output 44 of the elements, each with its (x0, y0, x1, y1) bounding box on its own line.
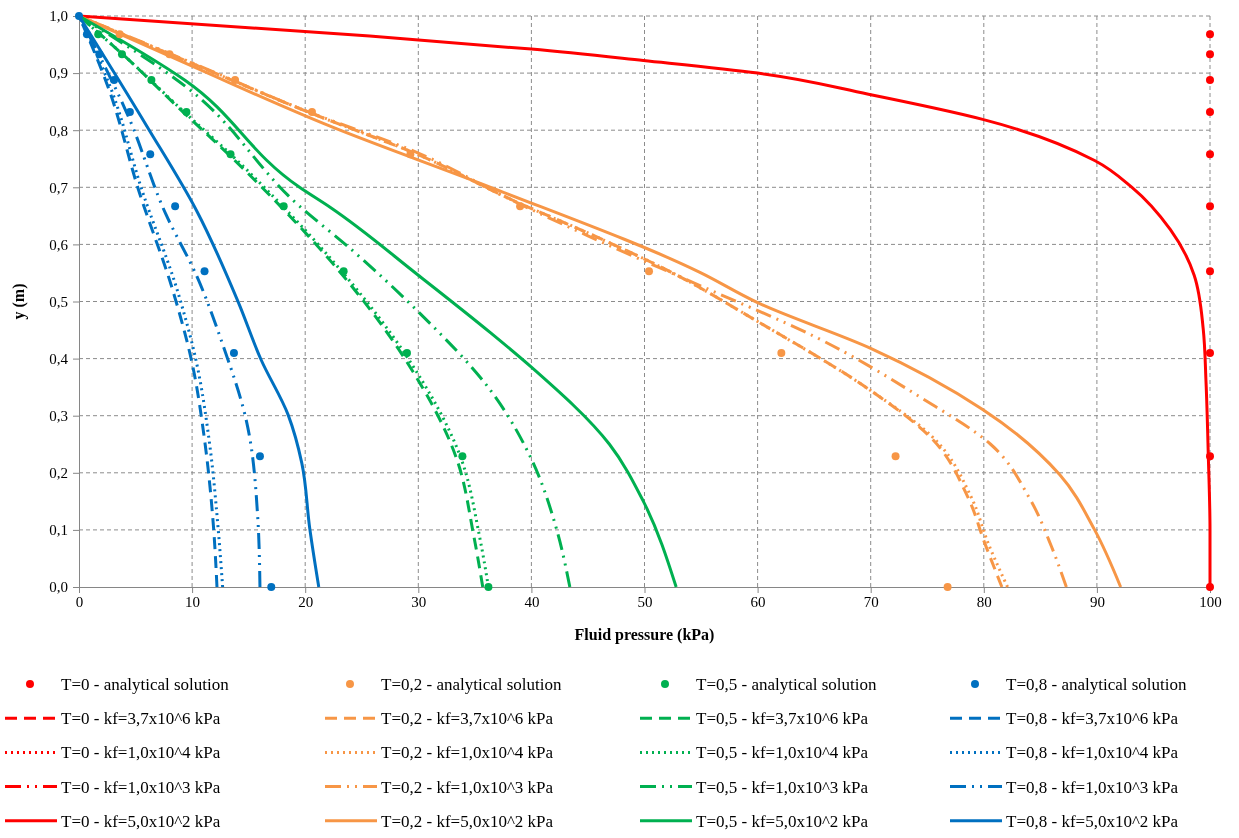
y-tick-label: 0,8 (49, 122, 68, 139)
y-tick-label: 0,5 (49, 293, 68, 310)
x-tick-label: 10 (185, 593, 201, 610)
legend-label: T=0 - kf=5,0x10^2 kPa (61, 811, 221, 831)
y-tick-label: 0,1 (49, 522, 68, 539)
legend-label: T=0,5 - kf=3,7x10^6 kPa (696, 709, 869, 729)
x-tick-label: 40 (524, 593, 540, 610)
legend-label: T=0,5 - analytical solution (696, 675, 877, 694)
y-tick-label: 0,4 (49, 350, 69, 367)
x-axis-title: Fluid pressure (kPa) (574, 626, 715, 644)
legend-label: T=0,2 - kf=1,0x10^4 kPa (381, 743, 554, 763)
legend-label: T=0,2 - kf=3,7x10^6 kPa (381, 709, 554, 729)
legend-label: T=0,2 - kf=1,0x10^3 kPa (381, 777, 554, 797)
x-tick-label: 0 (75, 593, 84, 610)
y-tick-label: 0,2 (49, 465, 68, 482)
x-tick-label: 20 (298, 593, 314, 610)
x-tick-label: 50 (637, 593, 653, 610)
legend-label: T=0,8 - kf=3,7x10^6 kPa (1006, 709, 1179, 729)
legend-label: T=0,2 - kf=5,0x10^2 kPa (381, 811, 554, 831)
legend-label: T=0 - kf=1,0x10^3 kPa (61, 777, 221, 797)
legend-label: T=0 - kf=1,0x10^4 kPa (61, 743, 221, 763)
y-tick-label: 0,6 (49, 236, 69, 253)
x-tick-label: 30 (411, 593, 427, 610)
legend-label: T=0,5 - kf=1,0x10^3 kPa (696, 777, 869, 797)
x-tick-label: 90 (1089, 593, 1105, 610)
y-tick-label: 0,9 (49, 65, 68, 82)
y-tick-label: 1,0 (49, 8, 68, 25)
legend-label: T=0,5 - kf=5,0x10^2 kPa (696, 811, 869, 831)
y-tick-label: 0,0 (49, 579, 68, 596)
legend-label: T=0 - kf=3,7x10^6 kPa (61, 709, 221, 729)
legend-label: T=0,5 - kf=1,0x10^4 kPa (696, 743, 869, 763)
legend-label: T=0,8 - kf=1,0x10^4 kPa (1006, 743, 1179, 763)
legend-label: T=0 - analytical solution (61, 675, 230, 694)
y-tick-label: 0,3 (49, 408, 68, 424)
legend-label: T=0,8 - analytical solution (1006, 675, 1187, 694)
y-axis-title: y (m) (10, 283, 28, 320)
legend-label: T=0,8 - kf=1,0x10^3 kPa (1006, 777, 1179, 797)
x-tick-label: 80 (976, 593, 992, 610)
x-tick-label: 100 (1199, 593, 1222, 610)
x-tick-label: 60 (750, 593, 766, 610)
x-tick-label: 70 (863, 593, 879, 610)
legend-label: T=0,2 - analytical solution (381, 675, 562, 694)
y-tick-label: 0,7 (49, 179, 69, 196)
legend-label: T=0,8 - kf=5,0x10^2 kPa (1006, 811, 1179, 831)
